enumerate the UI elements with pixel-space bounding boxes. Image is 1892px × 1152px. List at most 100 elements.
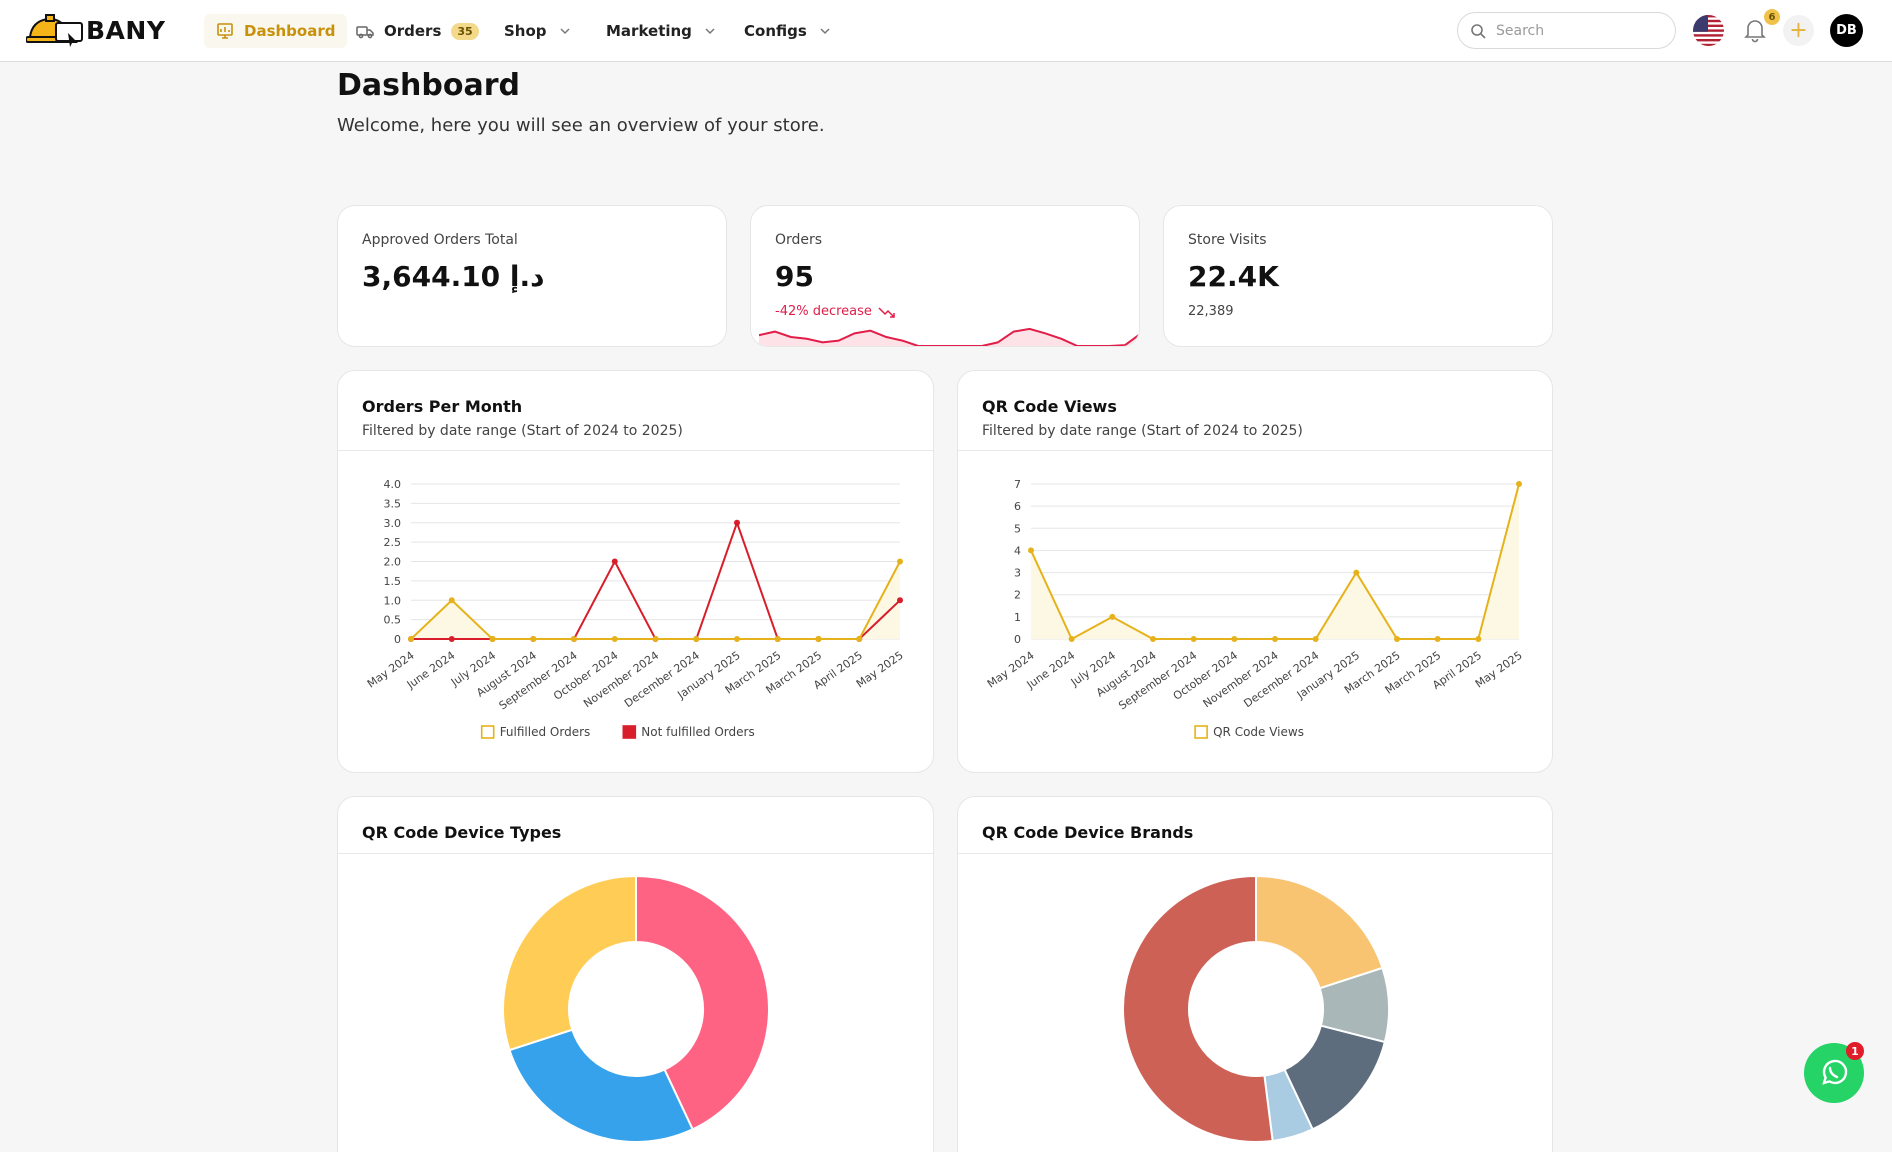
series-area — [1031, 484, 1519, 639]
legend-swatch — [480, 725, 495, 739]
chevron-down-icon — [560, 28, 570, 35]
pie-slice — [508, 1028, 694, 1143]
page-title: Dashboard — [337, 68, 520, 103]
card-title: Orders Per Month — [362, 397, 523, 416]
search-icon — [1471, 23, 1486, 39]
orders-sparkline — [759, 327, 1139, 346]
add-button[interactable]: + — [1783, 15, 1814, 46]
data-point — [611, 636, 618, 642]
data-point — [571, 636, 577, 642]
data-point — [1394, 636, 1400, 642]
nav-configs-label: Configs — [744, 22, 807, 40]
data-point — [815, 636, 822, 642]
stat-value: 95 — [775, 260, 814, 293]
data-point — [1150, 636, 1156, 642]
card-title: QR Code Device Brands — [982, 823, 1194, 842]
plus-icon: + — [1789, 18, 1808, 43]
sparkline-area — [759, 328, 1139, 346]
truck-icon — [356, 26, 374, 39]
data-point — [1190, 636, 1197, 642]
data-point — [1231, 636, 1238, 642]
y-tick-label: 2.0 — [384, 556, 402, 569]
data-point — [1353, 569, 1360, 576]
data-point — [1272, 636, 1278, 642]
pie-slice — [502, 874, 637, 1052]
y-tick-label: 3.5 — [384, 497, 402, 510]
data-point — [734, 519, 740, 526]
qr-device-types-card: QR Code Device Types — [337, 796, 934, 1152]
card-divider — [958, 853, 1552, 854]
pie-slice — [1122, 874, 1274, 1143]
language-flag-us-icon[interactable] — [1693, 15, 1724, 46]
device-types-donut-chart — [502, 874, 770, 1143]
y-tick-label: 2.5 — [384, 536, 402, 549]
data-point — [897, 558, 903, 565]
data-point — [1475, 636, 1482, 642]
nav-configs[interactable]: Configs — [732, 14, 843, 48]
whatsapp-badge: 1 — [1846, 1042, 1864, 1060]
y-tick-label: 1 — [1014, 611, 1021, 624]
page-subtitle: Welcome, here you will see an overview o… — [337, 115, 825, 136]
data-point — [448, 597, 455, 604]
whatsapp-icon — [1822, 1059, 1848, 1085]
qr-device-brands-card: QR Code Device Brands — [957, 796, 1553, 1152]
y-tick-label: 1.5 — [384, 575, 402, 588]
brand-name: BANY — [86, 15, 166, 45]
nav-dashboard[interactable]: Dashboard — [204, 14, 348, 48]
stat-card-approved-orders: Approved Orders Total 3,644.10 د.إ — [337, 205, 727, 347]
legend-label: Not fulfilled Orders — [641, 725, 754, 739]
data-point — [856, 636, 863, 642]
data-point — [1028, 547, 1034, 554]
stat-card-store-visits: Store Visits 22.4K 22,389 — [1163, 205, 1553, 347]
qr-code-views-card: QR Code Views Filtered by date range (St… — [957, 370, 1553, 773]
stat-trend: -42% decrease — [775, 304, 896, 319]
device-brands-donut-chart — [1122, 874, 1390, 1143]
orders-per-month-card: Orders Per Month Filtered by date range … — [337, 370, 934, 773]
data-point — [1068, 636, 1075, 642]
pie-slice — [1255, 874, 1384, 990]
card-divider — [338, 853, 933, 854]
y-tick-label: 0.5 — [384, 614, 402, 627]
nav-marketing[interactable]: Marketing — [594, 14, 728, 48]
stat-sub-value: 22,389 — [1188, 304, 1234, 319]
card-title: QR Code Views — [982, 397, 1117, 416]
stat-value: 22.4K — [1188, 260, 1279, 293]
data-point — [652, 636, 659, 642]
nav-orders[interactable]: Orders 35 — [344, 14, 491, 48]
bell-icon[interactable] — [1742, 17, 1768, 43]
search-input[interactable] — [1496, 22, 1656, 39]
data-point — [611, 558, 618, 565]
stat-label: Approved Orders Total — [362, 232, 518, 248]
data-point — [1312, 636, 1319, 642]
data-point — [448, 636, 455, 642]
sparkline-line — [759, 327, 1139, 346]
stat-label: Store Visits — [1188, 232, 1267, 248]
y-tick-label: 1.0 — [384, 594, 402, 607]
y-tick-label: 0 — [1014, 633, 1021, 646]
card-divider — [338, 450, 933, 451]
y-tick-label: 6 — [1014, 500, 1021, 513]
series-area — [411, 561, 900, 639]
y-tick-label: 4 — [1014, 544, 1021, 557]
orders-count-badge: 35 — [451, 22, 479, 40]
data-point — [489, 636, 496, 642]
notification-count-badge: 6 — [1764, 9, 1780, 25]
nav-marketing-label: Marketing — [606, 22, 692, 40]
nav-shop-label: Shop — [504, 22, 547, 40]
data-point — [897, 597, 903, 604]
brand-logo[interactable]: BANY — [26, 12, 165, 48]
data-point — [774, 636, 781, 642]
pie-slice — [635, 874, 770, 1131]
y-tick-label: 3 — [1014, 567, 1021, 580]
legend-label: QR Code Views — [1213, 725, 1304, 739]
legend-label: Fulfilled Orders — [500, 725, 591, 739]
user-avatar[interactable]: DB — [1830, 14, 1863, 47]
card-subtitle: Filtered by date range (Start of 2024 to… — [362, 423, 683, 439]
data-point — [1434, 636, 1441, 642]
nav-shop[interactable]: Shop — [492, 14, 583, 48]
card-subtitle: Filtered by date range (Start of 2024 to… — [982, 423, 1303, 439]
search-box[interactable] — [1457, 12, 1676, 49]
hard-hat-icon — [26, 14, 83, 47]
